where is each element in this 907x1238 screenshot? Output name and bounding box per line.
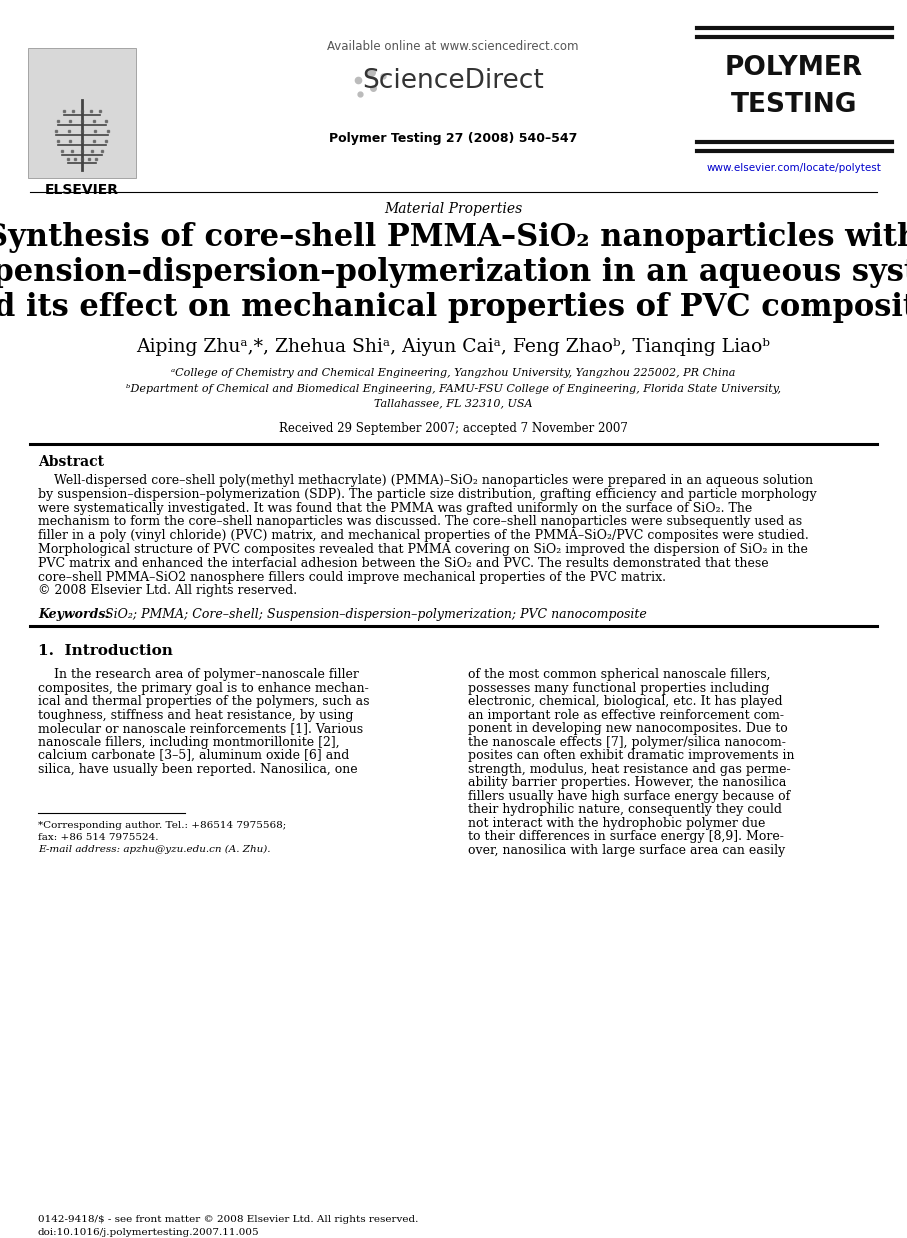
Text: www.elsevier.com/locate/polytest: www.elsevier.com/locate/polytest: [707, 163, 882, 173]
Text: to their differences in surface energy [8,9]. More-: to their differences in surface energy […: [468, 831, 784, 843]
Text: filler in a poly (vinyl chloride) (PVC) matrix, and mechanical properties of the: filler in a poly (vinyl chloride) (PVC) …: [38, 529, 809, 542]
Text: were systematically investigated. It was found that the PMMA was grafted uniform: were systematically investigated. It was…: [38, 501, 752, 515]
Text: and its effect on mechanical properties of PVC composites: and its effect on mechanical properties …: [0, 292, 907, 323]
Bar: [28, 48, 136, 178]
Text: calcium carbonate [3–5], aluminum oxide [6] and: calcium carbonate [3–5], aluminum oxide …: [38, 749, 349, 763]
Text: over, nanosilica with large surface area can easily: over, nanosilica with large surface area…: [468, 844, 785, 857]
Text: Available online at www.sciencedirect.com: Available online at www.sciencedirect.co…: [327, 40, 579, 53]
Text: electronic, chemical, biological, etc. It has played: electronic, chemical, biological, etc. I…: [468, 696, 783, 708]
Text: composites, the primary goal is to enhance mechan-: composites, the primary goal is to enhan…: [38, 682, 369, 695]
Text: the nanoscale effects [7], polymer/silica nanocom-: the nanoscale effects [7], polymer/silic…: [468, 735, 785, 749]
Text: fax: +86 514 7975524.: fax: +86 514 7975524.: [38, 833, 159, 842]
Text: In the research area of polymer–nanoscale filler: In the research area of polymer–nanoscal…: [38, 669, 359, 681]
Text: posites can often exhibit dramatic improvements in: posites can often exhibit dramatic impro…: [468, 749, 795, 763]
Text: ᵇDepartment of Chemical and Biomedical Engineering, FAMU-FSU College of Engineer: ᵇDepartment of Chemical and Biomedical E…: [125, 384, 781, 394]
Text: by suspension–dispersion–polymerization (SDP). The particle size distribution, g: by suspension–dispersion–polymerization …: [38, 488, 816, 501]
Text: nanoscale fillers, including montmorillonite [2],: nanoscale fillers, including montmorillo…: [38, 735, 339, 749]
Text: core–shell PMMA–SiO2 nanosphere fillers could improve mechanical properties of t: core–shell PMMA–SiO2 nanosphere fillers …: [38, 571, 666, 583]
Text: Aiping Zhuᵃ,*, Zhehua Shiᵃ, Aiyun Caiᵃ, Feng Zhaoᵇ, Tianqing Liaoᵇ: Aiping Zhuᵃ,*, Zhehua Shiᵃ, Aiyun Caiᵃ, …: [136, 338, 770, 357]
Text: toughness, stiffness and heat resistance, by using: toughness, stiffness and heat resistance…: [38, 708, 354, 722]
Text: possesses many functional properties including: possesses many functional properties inc…: [468, 682, 769, 695]
Text: strength, modulus, heat resistance and gas perme-: strength, modulus, heat resistance and g…: [468, 763, 791, 776]
Text: of the most common spherical nanoscale fillers,: of the most common spherical nanoscale f…: [468, 669, 771, 681]
Text: SiO₂; PMMA; Core–shell; Suspension–dispersion–polymerization; PVC nanocomposite: SiO₂; PMMA; Core–shell; Suspension–dispe…: [101, 608, 647, 621]
Text: Synthesis of core–shell PMMA–SiO₂ nanoparticles with: Synthesis of core–shell PMMA–SiO₂ nanopa…: [0, 222, 907, 253]
Text: © 2008 Elsevier Ltd. All rights reserved.: © 2008 Elsevier Ltd. All rights reserved…: [38, 584, 297, 598]
Text: Keywords:: Keywords:: [38, 608, 110, 621]
Text: Well-dispersed core–shell poly(methyl methacrylate) (PMMA)–SiO₂ nanoparticles we: Well-dispersed core–shell poly(methyl me…: [38, 474, 813, 487]
Text: mechanism to form the core–shell nanoparticles was discussed. The core–shell nan: mechanism to form the core–shell nanopar…: [38, 515, 802, 529]
Text: Polymer Testing 27 (2008) 540–547: Polymer Testing 27 (2008) 540–547: [329, 132, 577, 145]
Text: Abstract: Abstract: [38, 456, 104, 469]
Text: ScienceDirect: ScienceDirect: [362, 68, 544, 94]
Text: molecular or nanoscale reinforcements [1]. Various: molecular or nanoscale reinforcements [1…: [38, 722, 363, 735]
Text: Received 29 September 2007; accepted 7 November 2007: Received 29 September 2007; accepted 7 N…: [278, 422, 628, 435]
Text: POLYMER: POLYMER: [725, 54, 863, 80]
Text: an important role as effective reinforcement com-: an important role as effective reinforce…: [468, 708, 784, 722]
Text: their hydrophilic nature, consequently they could: their hydrophilic nature, consequently t…: [468, 803, 782, 816]
Text: TESTING: TESTING: [731, 92, 857, 118]
Text: ELSEVIER: ELSEVIER: [45, 183, 119, 197]
Text: 1.  Introduction: 1. Introduction: [38, 644, 173, 659]
Text: Tallahassee, FL 32310, USA: Tallahassee, FL 32310, USA: [374, 397, 532, 409]
Text: not interact with the hydrophobic polymer due: not interact with the hydrophobic polyme…: [468, 817, 766, 829]
Text: E-mail address: apzhu@yzu.edu.cn (A. Zhu).: E-mail address: apzhu@yzu.edu.cn (A. Zhu…: [38, 844, 270, 854]
Text: PVC matrix and enhanced the interfacial adhesion between the SiO₂ and PVC. The r: PVC matrix and enhanced the interfacial …: [38, 557, 768, 569]
Text: silica, have usually been reported. Nanosilica, one: silica, have usually been reported. Nano…: [38, 763, 357, 776]
Text: 0142-9418/$ - see front matter © 2008 Elsevier Ltd. All rights reserved.: 0142-9418/$ - see front matter © 2008 El…: [38, 1214, 418, 1224]
Text: Material Properties: Material Properties: [384, 202, 522, 215]
Text: doi:10.1016/j.polymertesting.2007.11.005: doi:10.1016/j.polymertesting.2007.11.005: [38, 1228, 259, 1237]
Text: ical and thermal properties of the polymers, such as: ical and thermal properties of the polym…: [38, 696, 369, 708]
Text: ᵃCollege of Chemistry and Chemical Engineering, Yangzhou University, Yangzhou 22: ᵃCollege of Chemistry and Chemical Engin…: [171, 368, 736, 378]
Text: ponent in developing new nanocomposites. Due to: ponent in developing new nanocomposites.…: [468, 722, 788, 735]
Text: suspension–dispersion–polymerization in an aqueous system: suspension–dispersion–polymerization in …: [0, 258, 907, 288]
Text: Morphological structure of PVC composites revealed that PMMA covering on SiO₂ im: Morphological structure of PVC composite…: [38, 543, 808, 556]
Text: *Corresponding author. Tel.: +86514 7975568;: *Corresponding author. Tel.: +86514 7975…: [38, 821, 287, 829]
Text: ability barrier properties. However, the nanosilica: ability barrier properties. However, the…: [468, 776, 786, 789]
Text: fillers usually have high surface energy because of: fillers usually have high surface energy…: [468, 790, 790, 802]
